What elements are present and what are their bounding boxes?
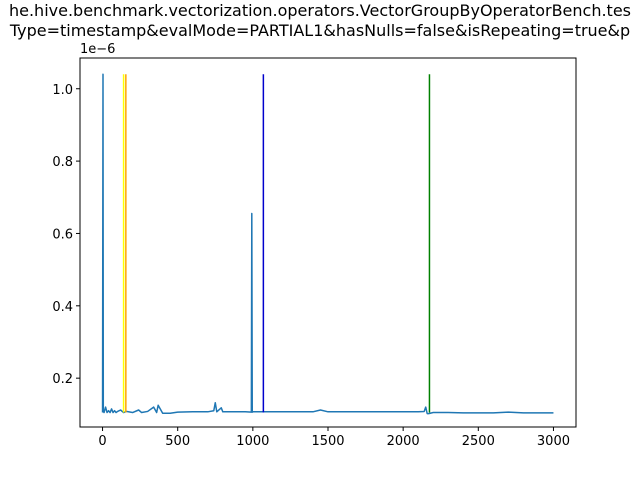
y-tick-label-4: 1.0 [52,83,73,98]
x-tick-label-6: 3000 [537,434,570,449]
axes-frame [79,57,577,428]
series-line-0 [101,73,554,415]
chart-title-line-1: he.hive.benchmark.vectorization.operator… [9,1,631,20]
x-tick-label-4: 2000 [387,434,420,449]
x-tick-label-1: 500 [165,434,190,449]
chart-title-line-2: Type=timestamp&evalMode=PARTIAL1&hasNull… [9,21,630,40]
x-axis: 0 500 1000 1500 2000 2500 3000 [98,427,570,449]
plot-area [101,73,554,415]
x-tick-label-5: 2500 [462,434,495,449]
y-axis: 0.2 0.4 0.6 0.8 1.0 [52,83,80,387]
y-tick-label-2: 0.6 [52,227,73,242]
y-tick-label-1: 0.4 [52,300,73,315]
y-tick-label-3: 0.8 [52,155,73,170]
y-tick-label-0: 0.2 [52,372,73,387]
x-tick-label-2: 1000 [236,434,269,449]
x-tick-label-0: 0 [98,434,106,449]
y-offset-label: 1e−6 [80,42,115,57]
x-tick-label-3: 1500 [311,434,344,449]
